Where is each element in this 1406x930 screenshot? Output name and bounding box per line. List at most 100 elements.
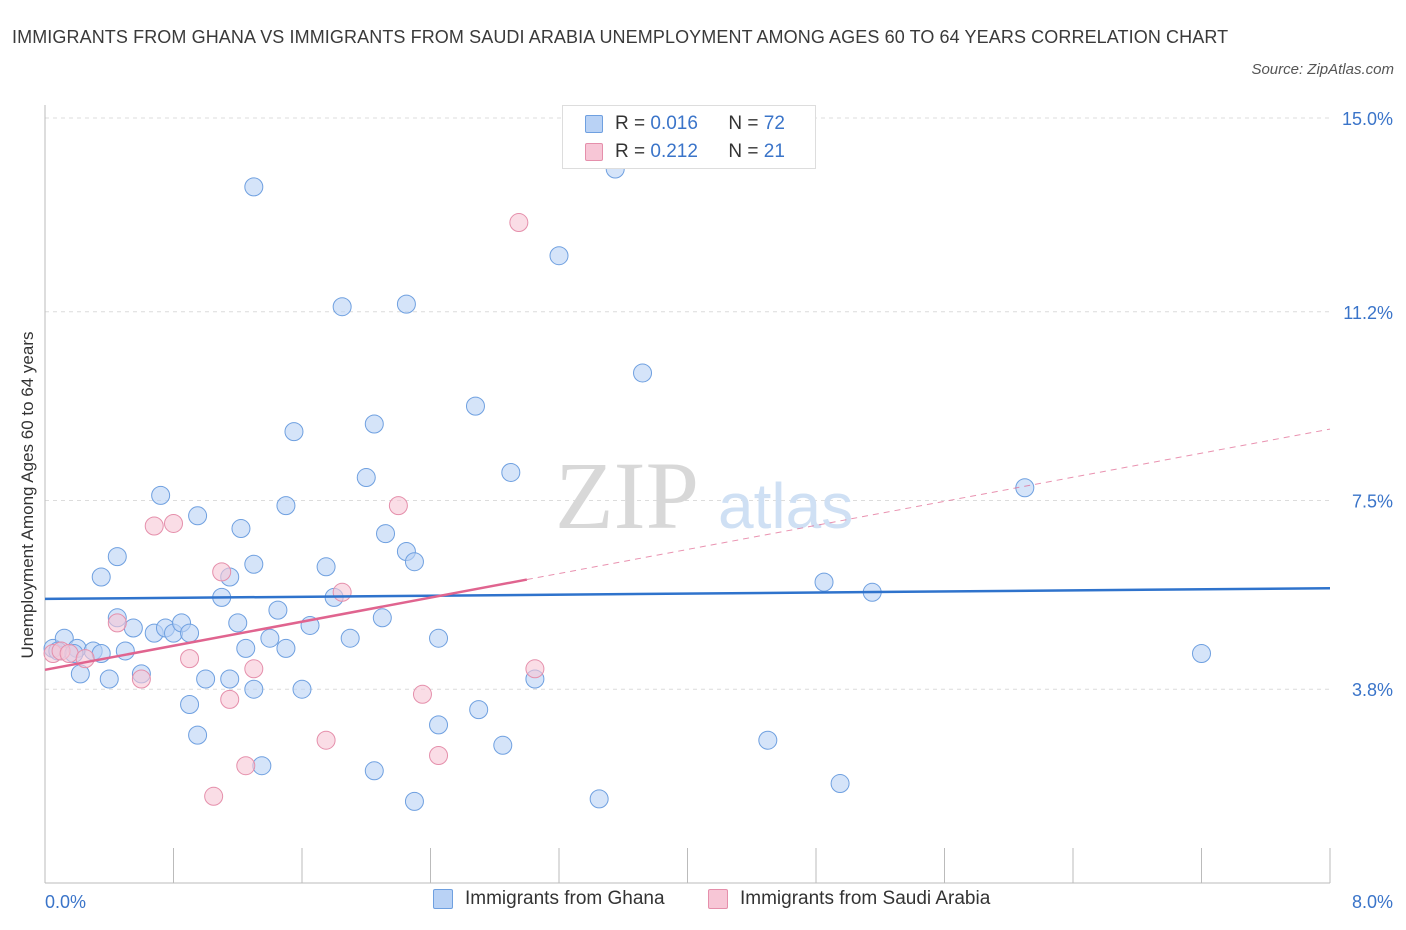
point-ghana bbox=[364, 414, 384, 434]
trend-line-saudi-projection bbox=[526, 428, 1331, 581]
point-saudi bbox=[244, 659, 264, 679]
point-ghana bbox=[469, 700, 489, 720]
point-saudi bbox=[316, 730, 336, 750]
point-ghana bbox=[429, 715, 449, 735]
x-tick-label-min: 0.0% bbox=[45, 892, 86, 912]
legend-n-value-ghana: 72 bbox=[763, 113, 785, 134]
bottom-legend-saudi: Immigrants from Saudi Arabia bbox=[708, 888, 990, 910]
point-ghana bbox=[188, 725, 208, 745]
point-ghana bbox=[107, 547, 127, 567]
point-saudi bbox=[107, 613, 127, 633]
x-tick-labels: 0.0% 8.0% bbox=[45, 892, 1393, 912]
point-saudi bbox=[220, 689, 240, 709]
point-ghana bbox=[372, 608, 392, 628]
point-saudi bbox=[236, 756, 256, 776]
legend-swatch-saudi bbox=[585, 143, 603, 161]
point-ghana bbox=[231, 519, 251, 539]
point-saudi bbox=[412, 684, 432, 704]
point-saudi bbox=[59, 644, 79, 663]
point-ghana bbox=[396, 294, 416, 314]
y-tick-label: 11.2% bbox=[1343, 303, 1393, 323]
y-tick-label: 3.8% bbox=[1352, 680, 1393, 700]
watermark-zip: ZIP bbox=[555, 442, 699, 549]
point-ghana bbox=[180, 695, 200, 714]
point-ghana bbox=[196, 669, 216, 689]
point-ghana bbox=[236, 638, 256, 658]
legend-n-value-saudi: 21 bbox=[763, 141, 785, 162]
point-ghana bbox=[332, 297, 352, 317]
legend-row-saudi: R = 0.212 N = 21 bbox=[585, 140, 785, 164]
point-ghana bbox=[244, 554, 264, 574]
point-ghana bbox=[151, 485, 171, 505]
point-ghana bbox=[429, 628, 449, 648]
legend-swatch-ghana bbox=[585, 115, 603, 133]
bottom-legend-label-ghana: Immigrants from Ghana bbox=[465, 888, 665, 909]
point-saudi bbox=[131, 669, 151, 689]
y-tick-label: 7.5% bbox=[1352, 492, 1393, 512]
bottom-swatch-ghana bbox=[433, 889, 453, 909]
point-ghana bbox=[284, 422, 304, 442]
point-ghana bbox=[260, 628, 280, 648]
legend-n-label: N = bbox=[728, 113, 759, 134]
legend-r-label: R = bbox=[615, 113, 646, 134]
watermark-atlas: atlas bbox=[718, 470, 853, 542]
point-saudi bbox=[509, 213, 529, 233]
legend-r-value-ghana: 0.016 bbox=[650, 113, 698, 134]
axes bbox=[44, 105, 1331, 884]
point-saudi bbox=[144, 516, 164, 536]
bottom-legend-label-saudi: Immigrants from Saudi Arabia bbox=[740, 888, 991, 909]
point-ghana bbox=[758, 730, 778, 750]
point-saudi bbox=[180, 649, 200, 669]
legend-n-label: N = bbox=[728, 141, 759, 162]
point-saudi bbox=[332, 582, 352, 602]
point-saudi bbox=[75, 649, 95, 669]
legend-r-value-saudi: 0.212 bbox=[650, 141, 698, 162]
point-saudi bbox=[429, 746, 449, 765]
point-ghana bbox=[633, 363, 653, 383]
legend-row-ghana: R = 0.016 N = 72 bbox=[585, 112, 785, 136]
point-ghana bbox=[123, 618, 143, 638]
point-saudi bbox=[164, 513, 183, 533]
point-ghana bbox=[244, 177, 264, 197]
point-saudi bbox=[204, 786, 224, 806]
point-ghana bbox=[292, 679, 312, 699]
point-ghana bbox=[220, 669, 240, 689]
point-ghana bbox=[91, 567, 111, 587]
point-ghana bbox=[404, 552, 424, 572]
legend-r-label: R = bbox=[615, 141, 646, 162]
point-saudi bbox=[388, 496, 408, 516]
trend-lines bbox=[44, 428, 1331, 672]
point-ghana bbox=[276, 496, 296, 516]
bottom-legend-ghana: Immigrants from Ghana bbox=[433, 888, 665, 910]
point-ghana bbox=[589, 789, 609, 809]
point-ghana bbox=[180, 623, 200, 643]
point-ghana bbox=[115, 641, 135, 661]
point-ghana bbox=[252, 756, 272, 776]
point-ghana bbox=[244, 679, 264, 699]
point-ghana bbox=[364, 761, 384, 781]
data-points bbox=[43, 159, 1211, 811]
point-ghana bbox=[276, 638, 296, 658]
point-ghana bbox=[356, 468, 376, 488]
chart-title: IMMIGRANTS FROM GHANA VS IMMIGRANTS FROM… bbox=[12, 27, 1229, 47]
point-ghana bbox=[188, 506, 208, 526]
point-ghana bbox=[268, 600, 288, 620]
y-axis-label: Unemployment Among Ages 60 to 64 years bbox=[18, 332, 37, 659]
point-ghana bbox=[830, 774, 850, 794]
bottom-swatch-saudi bbox=[708, 889, 728, 909]
point-ghana bbox=[493, 735, 513, 755]
point-ghana bbox=[99, 669, 119, 689]
point-ghana bbox=[501, 462, 521, 482]
point-ghana bbox=[228, 613, 248, 633]
watermark: ZIP atlas bbox=[555, 442, 853, 549]
point-saudi bbox=[212, 562, 232, 582]
stats-legend: R = 0.016 N = 72 R = 0.212 N = 21 bbox=[562, 105, 816, 169]
x-tick-label-max: 8.0% bbox=[1352, 892, 1393, 912]
trend-line-saudi bbox=[44, 578, 528, 672]
y-tick-label: 15.0% bbox=[1342, 109, 1393, 129]
point-ghana bbox=[465, 396, 485, 416]
point-ghana bbox=[340, 628, 360, 648]
point-ghana bbox=[1192, 644, 1211, 663]
y-tick-labels: 3.8% 7.5% 11.2% 15.0% bbox=[1342, 109, 1393, 700]
